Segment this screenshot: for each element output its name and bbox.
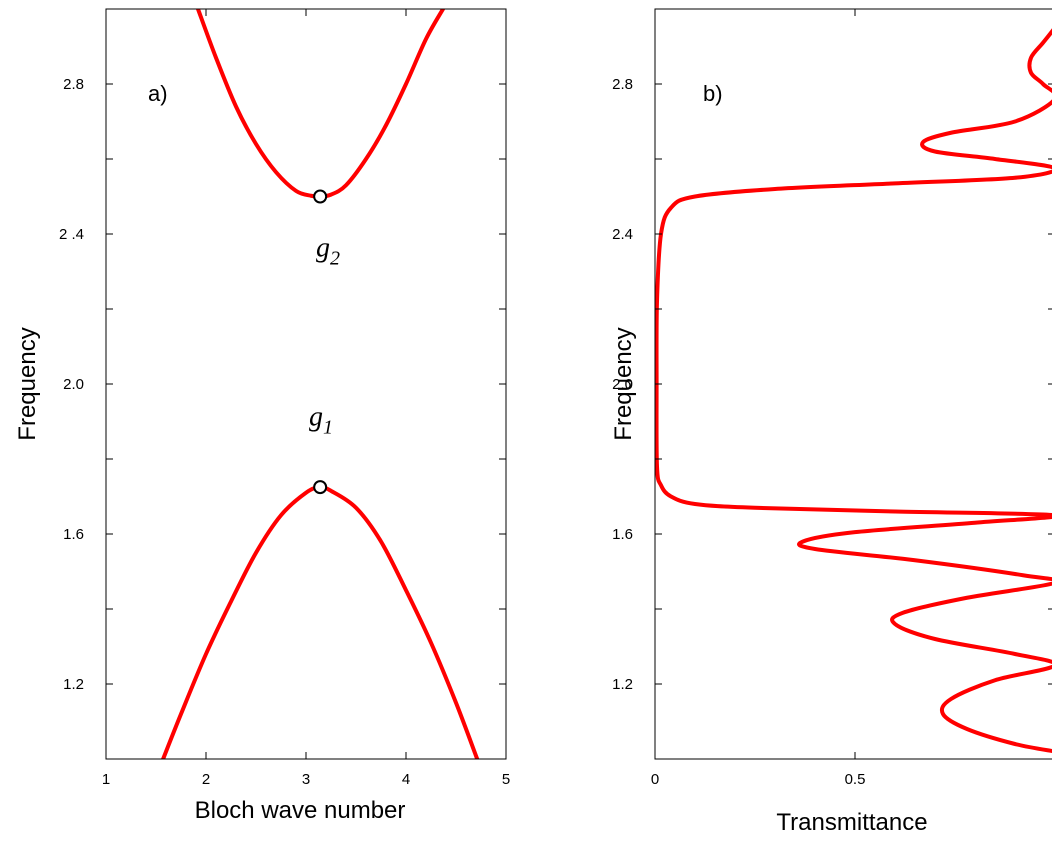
panel-a-label: a) <box>148 81 168 106</box>
panel-a-y-tick-label: 2.0 <box>63 376 84 393</box>
panel-a-band-edge-marker-1 <box>313 189 328 204</box>
panel-b-x-tick-label: 0 <box>651 771 659 788</box>
panel-a-x-axis-title: Bloch wave number <box>195 797 406 824</box>
panel-a-band-edge-marker-2 <box>313 480 328 495</box>
panel-b-y-tick-label: 2.0 <box>612 376 633 393</box>
panel-b-y-tick-label: 1.6 <box>612 526 633 543</box>
panel-a-y-tick-label: 2.8 <box>63 76 84 93</box>
panel-b-transmittance: 0 0.5 1.2 1.6 2.0 2.4 2.8 b) Transmittance Fre… <box>610 8 1052 836</box>
panel-a-band-diagram: 1 2 3 4 5 1.2 1.6 2.0 2 .4 2.8 a) g2 g1 Bloch wave… <box>14 8 510 824</box>
panel-b-y-tick-label: 1.2 <box>612 676 633 693</box>
panel-b-y-tick-label: 2.4 <box>612 226 633 243</box>
panel-a-x-tick-label: 4 <box>402 771 410 788</box>
panel-a-gap-label-2: g2 <box>316 233 340 270</box>
panel-b-label: b) <box>703 81 723 106</box>
panel-a-y-axis-title: Frequency <box>14 327 41 440</box>
panel-b-x-axis-title: Transmittance <box>776 809 927 836</box>
panel-a-series-1-line <box>161 485 480 759</box>
panel-a-axes-frame <box>105 8 507 760</box>
panel-a-y-tick-label: 2 .4 <box>59 226 84 243</box>
panel-a-series-2-line <box>196 9 445 199</box>
panel-a-y-tick-label: 1.6 <box>63 526 84 543</box>
panel-a-gap-label-1: g1 <box>309 401 333 438</box>
panel-a-x-tick-label: 5 <box>502 771 510 788</box>
panel-a-x-tick-label: 1 <box>102 771 110 788</box>
panel-b-axes-frame <box>654 8 1052 760</box>
panel-a-x-tick-label: 3 <box>302 771 310 788</box>
panel-a-y-tick-label: 1.2 <box>63 676 84 693</box>
panel-b-y-tick-label: 2.8 <box>612 76 633 93</box>
panel-b-y-axis-title: Frequency <box>610 327 637 440</box>
panel-b-x-tick-label: 0.5 <box>845 771 866 788</box>
panel-a-x-tick-label: 2 <box>202 771 210 788</box>
panel-b-series-1-line <box>655 28 1052 754</box>
